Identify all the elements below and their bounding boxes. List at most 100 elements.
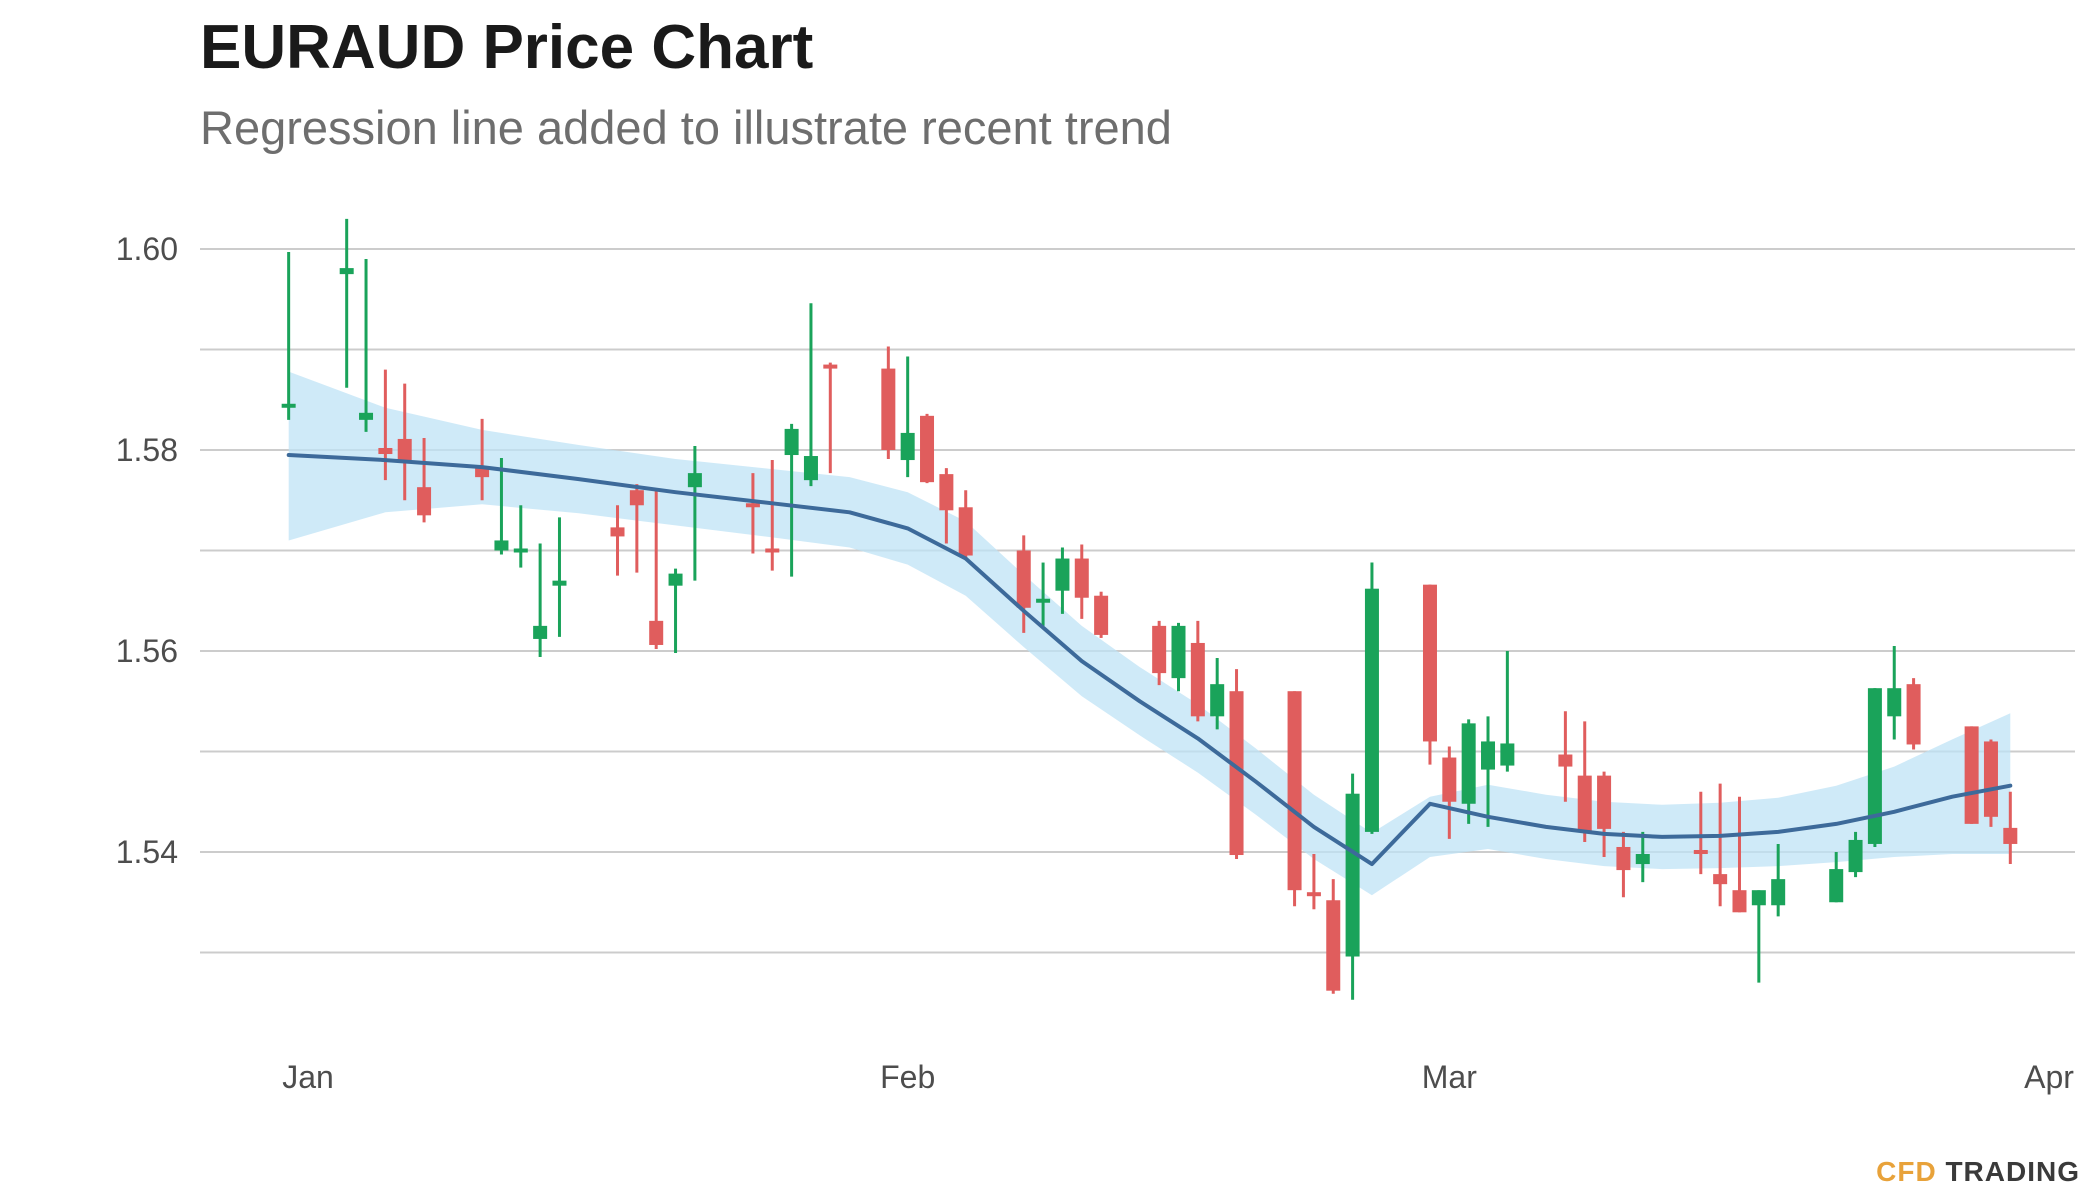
- candle: [552, 517, 567, 637]
- candle-body: [1964, 726, 1979, 824]
- candle: [1693, 791, 1708, 875]
- candle: [281, 252, 296, 420]
- candle: [1848, 831, 1863, 878]
- y-tick-label: 1.54: [116, 834, 178, 870]
- candle: [1616, 831, 1631, 898]
- candle: [1152, 620, 1167, 686]
- candle-body: [1848, 839, 1863, 873]
- y-tick-label: 1.56: [116, 633, 178, 669]
- candle-body: [513, 548, 528, 553]
- candle-body: [1867, 688, 1882, 844]
- brand-trading: TRADING: [1945, 1156, 2080, 1187]
- y-tick-label: 1.60: [116, 231, 178, 267]
- candle-body: [552, 580, 567, 586]
- y-tick-label: 1.58: [116, 432, 178, 468]
- candle: [513, 505, 528, 568]
- candle-body: [1577, 775, 1592, 832]
- candle: [494, 458, 509, 555]
- candle-body: [920, 415, 935, 483]
- candle-body: [1887, 688, 1902, 717]
- candle: [1829, 852, 1844, 903]
- candle-body: [1461, 723, 1476, 804]
- candle-body: [1074, 558, 1089, 598]
- candle: [1345, 773, 1360, 1000]
- candle: [1190, 620, 1205, 722]
- candle: [1229, 669, 1244, 860]
- candle: [649, 490, 664, 649]
- candle-body: [1983, 741, 1998, 817]
- candle: [765, 460, 780, 571]
- candle: [1558, 711, 1573, 802]
- candle-body: [1190, 642, 1205, 717]
- candle-body: [1345, 793, 1360, 957]
- candle-body: [397, 438, 412, 461]
- candle: [1326, 879, 1341, 994]
- candle: [1713, 783, 1728, 907]
- candle: [687, 445, 702, 581]
- candle: [1597, 771, 1612, 858]
- candle-body: [765, 548, 780, 553]
- candle-body: [359, 412, 374, 420]
- candle-body: [1558, 754, 1573, 767]
- candle-body: [823, 364, 838, 369]
- candle-body: [378, 447, 393, 455]
- candle-body: [1751, 890, 1766, 906]
- candle: [1732, 796, 1747, 913]
- candle-body: [1500, 743, 1515, 766]
- candle: [900, 356, 915, 478]
- candle: [475, 418, 490, 501]
- candle: [939, 468, 954, 544]
- candle: [1094, 591, 1109, 638]
- candle-body: [1906, 684, 1921, 745]
- candle: [745, 473, 760, 554]
- candle-body: [803, 456, 818, 481]
- candle: [1771, 843, 1786, 917]
- candle: [668, 568, 683, 654]
- candle: [1442, 746, 1457, 839]
- candle-body: [494, 540, 509, 551]
- x-tick-label: Feb: [880, 1059, 935, 1095]
- x-tick-label: Apr: [2024, 1059, 2074, 1095]
- candle: [629, 484, 644, 573]
- candle-body: [1326, 900, 1341, 991]
- candle: [1887, 645, 1902, 740]
- regression-line: [286, 453, 2013, 867]
- candle-body: [784, 428, 799, 456]
- candle: [1422, 584, 1437, 765]
- candle-body: [1616, 846, 1631, 871]
- candle: [1306, 854, 1321, 910]
- candle-body: [1732, 890, 1747, 913]
- candle: [1964, 726, 1979, 824]
- candle: [1016, 535, 1031, 633]
- candle-body: [1597, 775, 1612, 829]
- candle: [1751, 890, 1766, 983]
- candle: [1287, 691, 1302, 907]
- trend-line: [286, 453, 2013, 867]
- candle: [359, 259, 374, 432]
- candle: [1481, 716, 1496, 827]
- candle: [1055, 547, 1070, 614]
- candle: [958, 490, 973, 559]
- x-tick-label: Jan: [282, 1059, 334, 1095]
- candle-body: [1481, 741, 1496, 770]
- regression-band: [288, 371, 2011, 896]
- candle: [1074, 544, 1089, 619]
- x-tick-label: Mar: [1422, 1059, 1477, 1095]
- candle: [1210, 658, 1225, 730]
- candle-body: [629, 490, 644, 506]
- candle-body: [1422, 584, 1437, 742]
- candle: [1867, 688, 1882, 847]
- candle-body: [745, 503, 760, 508]
- candle-body: [1016, 550, 1031, 608]
- candle-body: [1442, 757, 1457, 802]
- candle-body: [1210, 684, 1225, 717]
- candle-body: [687, 473, 702, 488]
- candle: [803, 303, 818, 487]
- candle: [1461, 719, 1476, 824]
- candle-body: [533, 625, 548, 639]
- candle: [823, 362, 838, 474]
- candle: [610, 505, 625, 576]
- candle-body: [417, 487, 432, 516]
- candle: [533, 543, 548, 658]
